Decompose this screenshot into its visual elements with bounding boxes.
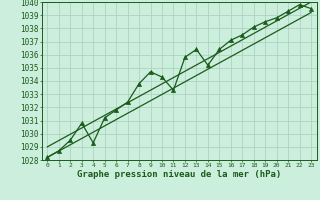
X-axis label: Graphe pression niveau de la mer (hPa): Graphe pression niveau de la mer (hPa): [77, 170, 281, 179]
